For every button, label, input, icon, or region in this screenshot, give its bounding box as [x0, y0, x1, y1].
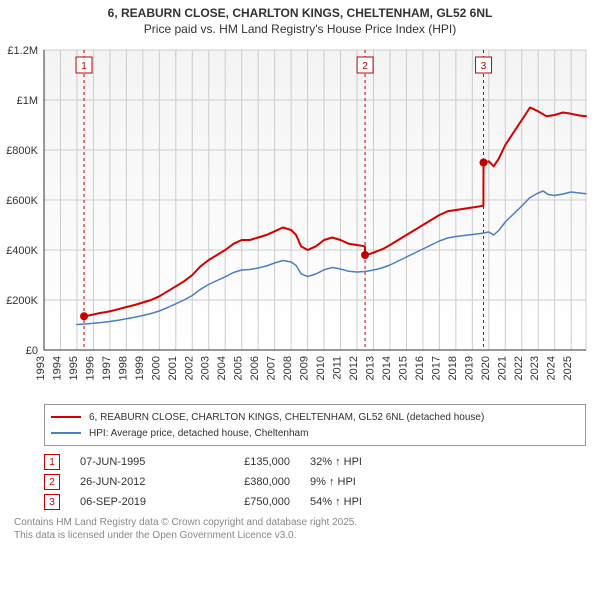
y-tick-label: £1.2M [7, 45, 38, 57]
event-price: £750,000 [210, 496, 290, 508]
x-tick-label: 2007 [266, 356, 278, 380]
x-tick-label: 2008 [282, 356, 294, 380]
event-date: 07-JUN-1995 [80, 456, 190, 468]
event-row: 1 07-JUN-1995 £135,000 32% ↑ HPI [44, 452, 586, 472]
x-tick-label: 2021 [496, 356, 508, 380]
x-tick-label: 1994 [51, 356, 63, 380]
x-tick-label: 1998 [117, 356, 129, 380]
event-price: £380,000 [210, 476, 290, 488]
chart-container: 6, REABURN CLOSE, CHARLTON KINGS, CHELTE… [0, 0, 600, 590]
x-tick-label: 2011 [332, 356, 344, 380]
title-subtitle: Price paid vs. HM Land Registry's House … [10, 22, 590, 36]
x-tick-label: 1997 [101, 356, 113, 380]
x-tick-label: 2016 [414, 356, 426, 380]
events-table: 1 07-JUN-1995 £135,000 32% ↑ HPI 2 26-JUN-201… [44, 452, 586, 512]
x-tick-label: 1993 [35, 356, 47, 380]
event-badge-number: 3 [481, 61, 487, 72]
legend-swatch [51, 432, 81, 434]
footer-line1: Contains HM Land Registry data © Crown c… [14, 516, 586, 529]
event-marker [480, 159, 488, 167]
event-marker [80, 312, 88, 320]
event-date: 06-SEP-2019 [80, 496, 190, 508]
legend: 6, REABURN CLOSE, CHARLTON KINGS, CHELTE… [44, 404, 586, 446]
legend-label: HPI: Average price, detached house, Chel… [89, 428, 308, 439]
event-number-badge: 3 [44, 494, 60, 510]
legend-label: 6, REABURN CLOSE, CHARLTON KINGS, CHELTE… [89, 412, 484, 423]
x-tick-label: 2015 [397, 356, 409, 380]
x-tick-label: 2023 [529, 356, 541, 380]
x-tick-label: 2003 [200, 356, 212, 380]
title-address: 6, REABURN CLOSE, CHARLTON KINGS, CHELTE… [10, 6, 590, 20]
event-delta: 54% ↑ HPI [310, 496, 362, 508]
line-chart: £0 £200K £400K £600K £800K £1M £1.2M 1993 1994 19… [0, 40, 600, 400]
event-date: 26-JUN-2012 [80, 476, 190, 488]
event-marker [361, 251, 369, 259]
y-tick-label: £400K [6, 245, 38, 257]
y-tick-label: £200K [6, 295, 38, 307]
event-row: 2 26-JUN-2012 £380,000 9% ↑ HPI [44, 472, 586, 492]
y-tick-label: £1M [17, 95, 38, 107]
x-tick-label: 2009 [299, 356, 311, 380]
y-tick-label: £800K [6, 145, 38, 157]
legend-item: HPI: Average price, detached house, Chel… [51, 425, 579, 441]
event-delta: 32% ↑ HPI [310, 456, 362, 468]
x-tick-label: 2010 [315, 356, 327, 380]
x-tick-label: 2024 [546, 356, 558, 380]
event-badge-number: 1 [81, 61, 87, 72]
x-tick-label: 1999 [134, 356, 146, 380]
event-number-badge: 2 [44, 474, 60, 490]
event-delta: 9% ↑ HPI [310, 476, 356, 488]
x-tick-label: 2005 [233, 356, 245, 380]
x-tick-label: 2012 [348, 356, 360, 380]
x-tick-label: 2017 [430, 356, 442, 380]
event-row: 3 06-SEP-2019 £750,000 54% ↑ HPI [44, 492, 586, 512]
x-tick-label: 2019 [463, 356, 475, 380]
x-tick-label: 2001 [167, 356, 179, 380]
x-tick-label: 2000 [150, 356, 162, 380]
x-tick-label: 2002 [183, 356, 195, 380]
title-block: 6, REABURN CLOSE, CHARLTON KINGS, CHELTE… [0, 0, 600, 40]
legend-item: 6, REABURN CLOSE, CHARLTON KINGS, CHELTE… [51, 409, 579, 425]
x-tick-label: 2018 [447, 356, 459, 380]
x-tick-label: 2020 [480, 356, 492, 380]
y-tick-label: £0 [26, 345, 38, 357]
footer-attribution: Contains HM Land Registry data © Crown c… [14, 516, 586, 542]
x-tick-label: 2013 [364, 356, 376, 380]
event-badge-number: 2 [362, 61, 368, 72]
y-tick-label: £600K [6, 195, 38, 207]
legend-swatch [51, 416, 81, 418]
x-tick-label: 2014 [381, 356, 393, 380]
x-tick-label: 2004 [216, 356, 228, 380]
x-tick-label: 2022 [513, 356, 525, 380]
x-tick-label: 2006 [249, 356, 261, 380]
footer-line2: This data is licensed under the Open Gov… [14, 529, 586, 542]
event-price: £135,000 [210, 456, 290, 468]
x-tick-label: 1995 [68, 356, 80, 380]
event-number-badge: 1 [44, 454, 60, 470]
x-tick-label: 2025 [562, 356, 574, 380]
x-tick-label: 1996 [84, 356, 96, 380]
